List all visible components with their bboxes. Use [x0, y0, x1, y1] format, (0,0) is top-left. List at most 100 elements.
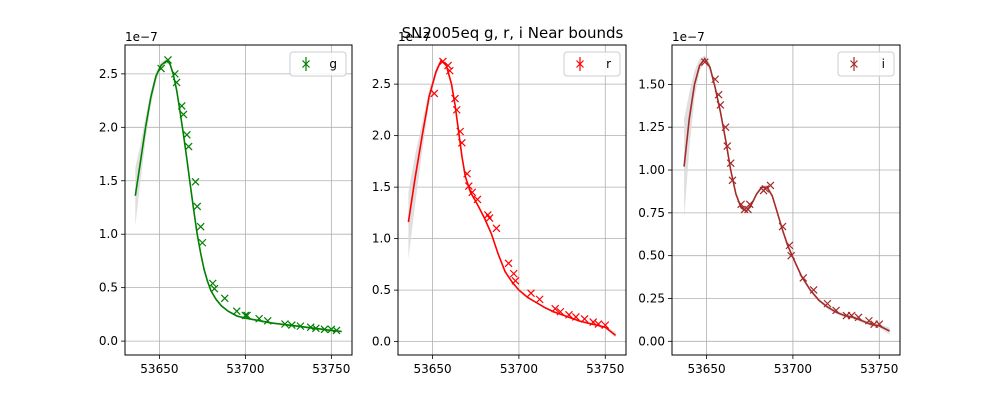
y-tick-label: 1.0 [372, 232, 391, 246]
y-tick-label: 0.25 [638, 291, 665, 305]
panel-g: 53650 53700 53750 0.0 0.5 1.0 1.5 2.0 2.5 1e−7 g [99, 30, 353, 376]
y-tick-label: 2.0 [99, 120, 118, 134]
data-point [726, 159, 735, 168]
data-point [172, 78, 181, 87]
data-point [296, 322, 305, 331]
data-point [457, 138, 466, 147]
data-point [601, 321, 610, 330]
y-axis-multiplier: 1e−7 [125, 30, 158, 44]
data-point [464, 182, 473, 191]
y-tick-label: 2.5 [99, 67, 118, 81]
data-point [157, 64, 166, 73]
data-point [766, 181, 775, 190]
data-point [761, 184, 770, 193]
uncertainty-band [684, 55, 890, 335]
y-tick-label: 0.75 [638, 206, 665, 220]
data-point [527, 289, 535, 298]
uncertainty-band [135, 58, 342, 333]
data-point [745, 200, 754, 209]
data-point [255, 314, 264, 323]
panel-r: 53650 53700 53750 0.0 0.5 1.0 1.5 2.0 2.5 1e−7 r [372, 30, 627, 376]
data-point [473, 195, 482, 204]
data-point [263, 316, 272, 325]
model-line [134, 60, 342, 333]
y-tick-label: 1.00 [638, 163, 665, 177]
data-point [444, 61, 453, 70]
plot-area [134, 56, 342, 335]
x-tick-label: 53650 [140, 362, 178, 376]
data-point [728, 176, 737, 185]
data-point [241, 311, 250, 320]
y-tick-label: 2.5 [372, 77, 391, 91]
y-tick-label: 0.0 [99, 334, 118, 348]
uncertainty-band [408, 58, 616, 338]
data-point [823, 299, 832, 308]
data-point [589, 318, 598, 326]
legend-label: r [606, 57, 611, 71]
data-point [210, 284, 219, 293]
data-point [787, 251, 796, 260]
data-point [456, 127, 465, 136]
data-point [220, 294, 229, 303]
x-tick-label: 53700 [774, 362, 812, 376]
data-point [799, 274, 808, 282]
x-tick-label: 53750 [312, 362, 350, 376]
data-point [177, 102, 186, 110]
data-point [594, 320, 603, 329]
data-point [511, 276, 520, 285]
data-point [468, 188, 477, 197]
y-tick-label: 1.25 [638, 120, 665, 134]
data-point [311, 324, 320, 333]
data-point [320, 325, 329, 334]
data-point [785, 241, 794, 250]
data-point [184, 142, 193, 151]
x-tick-label: 53750 [860, 362, 898, 376]
plot-area [407, 57, 617, 338]
model-line [407, 59, 617, 337]
data-point [179, 110, 188, 119]
y-tick-label: 1.5 [99, 174, 118, 188]
data-point [170, 69, 179, 78]
data-point [208, 279, 217, 288]
data-point [744, 205, 752, 214]
data-point [580, 315, 589, 323]
data-point [281, 320, 289, 328]
data-point [287, 321, 296, 329]
legend-box [837, 51, 895, 77]
data-point [463, 169, 472, 178]
data-point [198, 238, 207, 247]
data-point [485, 214, 494, 222]
data-point [164, 56, 172, 64]
y-axis-multiplier: 1e−7 [398, 30, 431, 44]
data-point [232, 307, 241, 316]
y-axis-multiplier: 1e−7 [672, 30, 705, 44]
model-line [683, 57, 890, 332]
x-tick-label: 53700 [500, 362, 538, 376]
data-point [721, 123, 730, 132]
data-point [451, 94, 459, 103]
y-tick-label: 0.50 [638, 249, 665, 263]
y-tick-label: 1.0 [99, 227, 118, 241]
legend-marker [576, 60, 584, 68]
data-point [737, 200, 746, 209]
axes-frame [671, 44, 901, 356]
y-tick-label: 0.0 [372, 335, 391, 349]
data-point [556, 307, 565, 316]
data-point [778, 222, 787, 231]
data-point [565, 310, 573, 319]
x-tick-label: 53700 [226, 362, 264, 376]
data-point [711, 75, 720, 84]
legend-label: g [329, 57, 337, 71]
axes-frame [124, 44, 353, 356]
data-point [182, 130, 191, 139]
data-point [847, 311, 856, 320]
y-tick-label: 2.0 [372, 129, 391, 143]
data-point [332, 326, 341, 335]
data-point [445, 66, 454, 75]
y-tick-label: 1.50 [638, 77, 665, 91]
legend-marker [302, 60, 310, 68]
data-point [535, 295, 544, 304]
data-point [509, 269, 518, 278]
axes-frame [397, 44, 627, 356]
